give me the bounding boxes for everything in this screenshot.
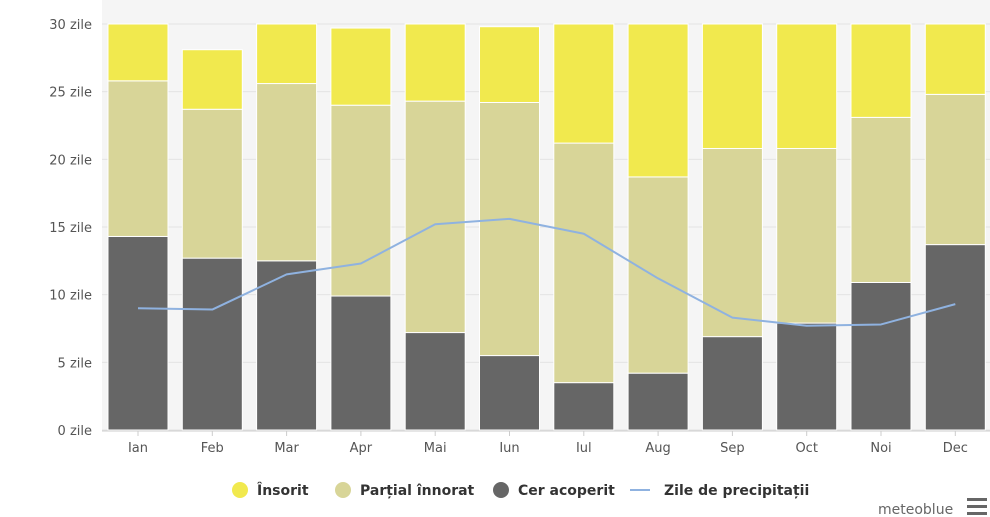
bar-partial-innorat[interactable] — [107, 80, 169, 237]
y-tick-label: 15 zile — [49, 221, 92, 236]
bar-insorit[interactable] — [107, 23, 169, 82]
bar-insorit[interactable] — [404, 23, 466, 102]
precipitation-line-layer — [137, 217, 956, 327]
bar-cer-acoperit[interactable] — [181, 257, 243, 431]
plot-background — [102, 0, 990, 430]
x-tick-label: Ian — [128, 441, 148, 456]
bars-layer — [107, 23, 986, 431]
bar-partial-innorat[interactable] — [924, 93, 986, 246]
y-tick-label: 10 zile — [49, 289, 92, 304]
bar-insorit[interactable] — [181, 49, 243, 110]
legend-label-overcast: Cer acoperit — [518, 483, 615, 499]
legend-item-partly-cloudy[interactable]: Parțial înnorat — [335, 482, 475, 499]
bar-insorit[interactable] — [701, 23, 763, 150]
bar-insorit[interactable] — [330, 27, 392, 106]
bar-cer-acoperit[interactable] — [627, 372, 689, 431]
y-tick-label: 20 zile — [49, 153, 92, 168]
bar-cer-acoperit[interactable] — [404, 332, 466, 431]
bar-partial-innorat[interactable] — [553, 142, 615, 384]
y-axis: 0 zile 5 zile 10 zile 15 zile 20 zile 25 zile… — [49, 18, 92, 439]
legend-symbol-partly-cloudy — [335, 482, 351, 498]
legend-label-partly-cloudy: Parțial înnorat — [360, 483, 475, 499]
bar-cer-acoperit[interactable] — [107, 235, 169, 431]
meteoblue-logo: meteoblue — [878, 502, 953, 517]
bar-cer-acoperit[interactable] — [776, 322, 838, 431]
precipitation-line[interactable] — [137, 217, 956, 327]
bar-partial-innorat[interactable] — [479, 101, 540, 357]
bar-insorit[interactable] — [627, 23, 689, 178]
legend-symbol-sunny — [232, 482, 248, 498]
bar-cer-acoperit[interactable] — [701, 336, 763, 431]
bar-cer-acoperit[interactable] — [850, 281, 912, 431]
bar-cer-acoperit[interactable] — [553, 382, 615, 431]
legend-label-precipitation: Zile de precipitații — [664, 483, 809, 499]
legend-item-precipitation[interactable]: Zile de precipitații — [630, 483, 809, 499]
bar-insorit[interactable] — [850, 23, 912, 118]
legend-label-sunny: Însorit — [257, 482, 309, 499]
grid-lines — [102, 23, 990, 432]
bar-partial-innorat[interactable] — [181, 108, 243, 259]
bar-insorit[interactable] — [479, 26, 540, 103]
x-tick-label: Dec — [943, 441, 968, 456]
bar-insorit[interactable] — [924, 23, 986, 95]
bar-cer-acoperit[interactable] — [256, 260, 318, 431]
bar-partial-innorat[interactable] — [404, 100, 466, 334]
legend-item-sunny[interactable]: Însorit — [232, 482, 309, 499]
bar-insorit[interactable] — [553, 23, 615, 144]
x-axis: Ian Feb Mar Apr Mai Iun Iul Aug Sep Oct Noi Dec — [128, 431, 968, 456]
bar-insorit[interactable] — [256, 23, 318, 85]
legend-symbol-overcast — [493, 482, 509, 498]
y-tick-label: 25 zile — [49, 86, 92, 101]
bar-cer-acoperit[interactable] — [924, 244, 986, 431]
legend-item-overcast[interactable]: Cer acoperit — [493, 482, 615, 499]
bar-partial-innorat[interactable] — [850, 116, 912, 283]
x-tick-label: Mar — [274, 441, 299, 456]
y-tick-label: 0 zile — [58, 424, 92, 439]
bar-partial-innorat[interactable] — [776, 148, 838, 324]
x-tick-label: Sep — [720, 441, 745, 456]
x-tick-label: Iun — [499, 441, 519, 456]
bar-insorit[interactable] — [776, 23, 838, 150]
menu-icon[interactable] — [967, 498, 987, 515]
x-tick-label: Feb — [201, 441, 224, 456]
x-tick-label: Noi — [870, 441, 891, 456]
bar-partial-innorat[interactable] — [701, 148, 763, 338]
y-tick-label: 30 zile — [49, 18, 92, 33]
x-tick-label: Mai — [424, 441, 447, 456]
bar-cer-acoperit[interactable] — [330, 295, 392, 431]
bar-partial-innorat[interactable] — [256, 83, 318, 262]
legend: Însorit Parțial înnorat Cer acoperit Zil… — [232, 482, 809, 499]
y-tick-label: 5 zile — [58, 356, 92, 371]
bar-cer-acoperit[interactable] — [479, 355, 540, 431]
x-tick-label: Iul — [576, 441, 592, 456]
x-tick-label: Aug — [645, 441, 670, 456]
x-tick-label: Apr — [350, 441, 373, 456]
bar-partial-innorat[interactable] — [627, 176, 689, 374]
x-tick-label: Oct — [795, 441, 817, 456]
